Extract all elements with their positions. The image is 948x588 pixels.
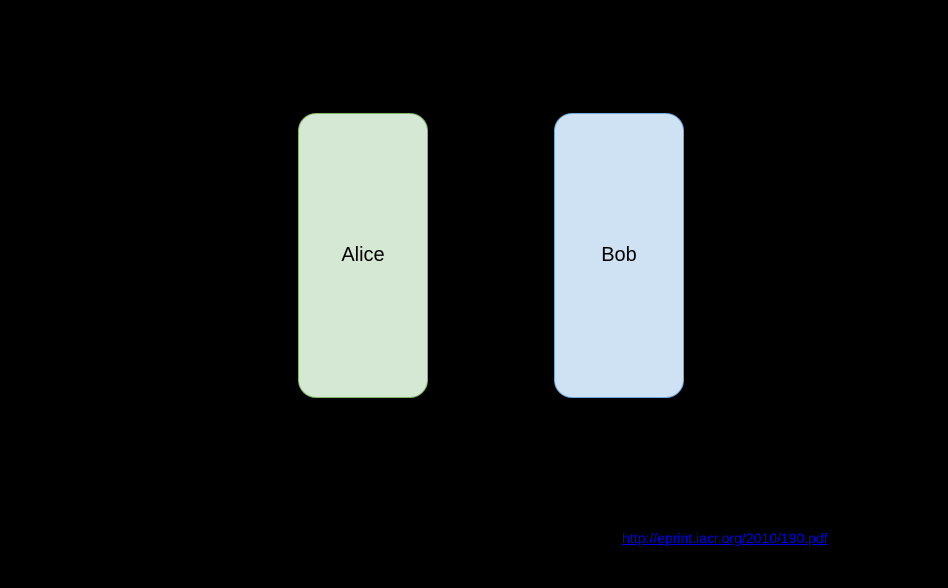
party-alice-label: Alice [341, 244, 384, 267]
party-bob-label: Bob [601, 244, 637, 267]
source-link[interactable]: http://eprint.iacr.org/2010/190.pdf [622, 530, 827, 546]
party-alice: Alice [298, 113, 428, 398]
party-bob: Bob [554, 113, 684, 398]
